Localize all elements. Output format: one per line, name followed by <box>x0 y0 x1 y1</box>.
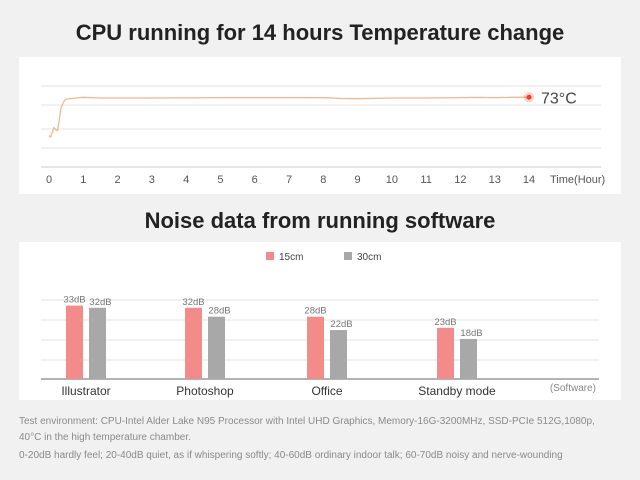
x-tick-label: 8 <box>320 174 326 186</box>
temperature-line-chart: 0 1 2 3 4 5 6 7 8 9 10 11 12 13 14 Time(Hour)73°C <box>41 85 605 186</box>
bar-value-label: 32dB <box>182 297 204 308</box>
bar-30cm <box>208 316 225 379</box>
test-environment-note: Test environment: CPU-Intel Alder Lake N… <box>19 416 595 427</box>
x-tick-label: 2 <box>115 174 121 186</box>
temperature-series-line <box>48 96 529 139</box>
test-environment-note-continued: 40°C in the high temperature chamber. <box>19 432 191 443</box>
noise-level-legend-note: 0-20dB hardly feel; 20-40dB quiet, as if… <box>19 450 563 461</box>
bar-value-label: 22dB <box>330 319 352 330</box>
noise-bar-chart: 15cm 30cm 33dB 32dB Illustrator 32dB 28dB Photo… <box>41 252 599 398</box>
x-tick-label: 4 <box>183 174 189 186</box>
bar-30cm <box>89 307 106 379</box>
bar-15cm <box>307 316 324 379</box>
x-tick-label: 5 <box>217 174 223 186</box>
bar-15cm <box>437 327 454 379</box>
category-label: Illustrator <box>61 384 110 398</box>
legend-swatch-30cm <box>344 252 352 260</box>
x-tick-label: 9 <box>355 174 361 186</box>
legend-swatch-15cm <box>266 252 274 260</box>
noise-chart-title: Noise data from running software <box>144 208 496 233</box>
x-tick-label: 0 <box>46 174 52 186</box>
category-label: Standby mode <box>418 384 496 398</box>
bar-15cm <box>185 307 202 379</box>
x-tick-label: 10 <box>386 174 398 186</box>
temperature-chart-panel: 0 1 2 3 4 5 6 7 8 9 10 11 12 13 14 Time(Hour) 73°C <box>19 57 621 194</box>
temperature-chart-title: CPU running for 14 hours Temperature cha… <box>75 20 565 45</box>
category-label: Office <box>311 384 342 398</box>
category-label: Photoshop <box>176 384 234 398</box>
bar-30cm <box>460 338 477 379</box>
x-tick-label: 7 <box>286 174 292 186</box>
x-axis-label: (Software) <box>550 383 596 394</box>
x-tick-label: 14 <box>523 174 535 186</box>
bar-value-label: 33dB <box>63 295 85 306</box>
end-value-label: 73°C <box>541 90 577 107</box>
x-tick-label: 11 <box>420 174 431 186</box>
bar-15cm <box>66 305 83 379</box>
bar-value-label: 23dB <box>434 317 456 328</box>
bar-value-label: 28dB <box>304 306 326 317</box>
x-tick-label: 3 <box>149 174 155 186</box>
legend-label-30cm: 30cm <box>357 252 381 263</box>
noise-chart-panel: 15cm 30cm 33dB 32dB Illustrator 32dB 28dB Photo… <box>19 242 621 400</box>
bar-value-label: 28dB <box>208 306 230 317</box>
x-tick-label: 13 <box>489 174 501 186</box>
end-marker-point <box>526 94 532 100</box>
x-tick-label: 1 <box>80 174 86 186</box>
x-axis-label: Time(Hour) <box>550 174 605 186</box>
bar-30cm <box>330 330 347 379</box>
bar-value-label: 18dB <box>460 328 482 339</box>
bar-value-label: 32dB <box>89 297 111 308</box>
legend-label-15cm: 15cm <box>279 252 303 263</box>
x-tick-label: 12 <box>454 174 466 186</box>
x-tick-label: 6 <box>252 174 258 186</box>
